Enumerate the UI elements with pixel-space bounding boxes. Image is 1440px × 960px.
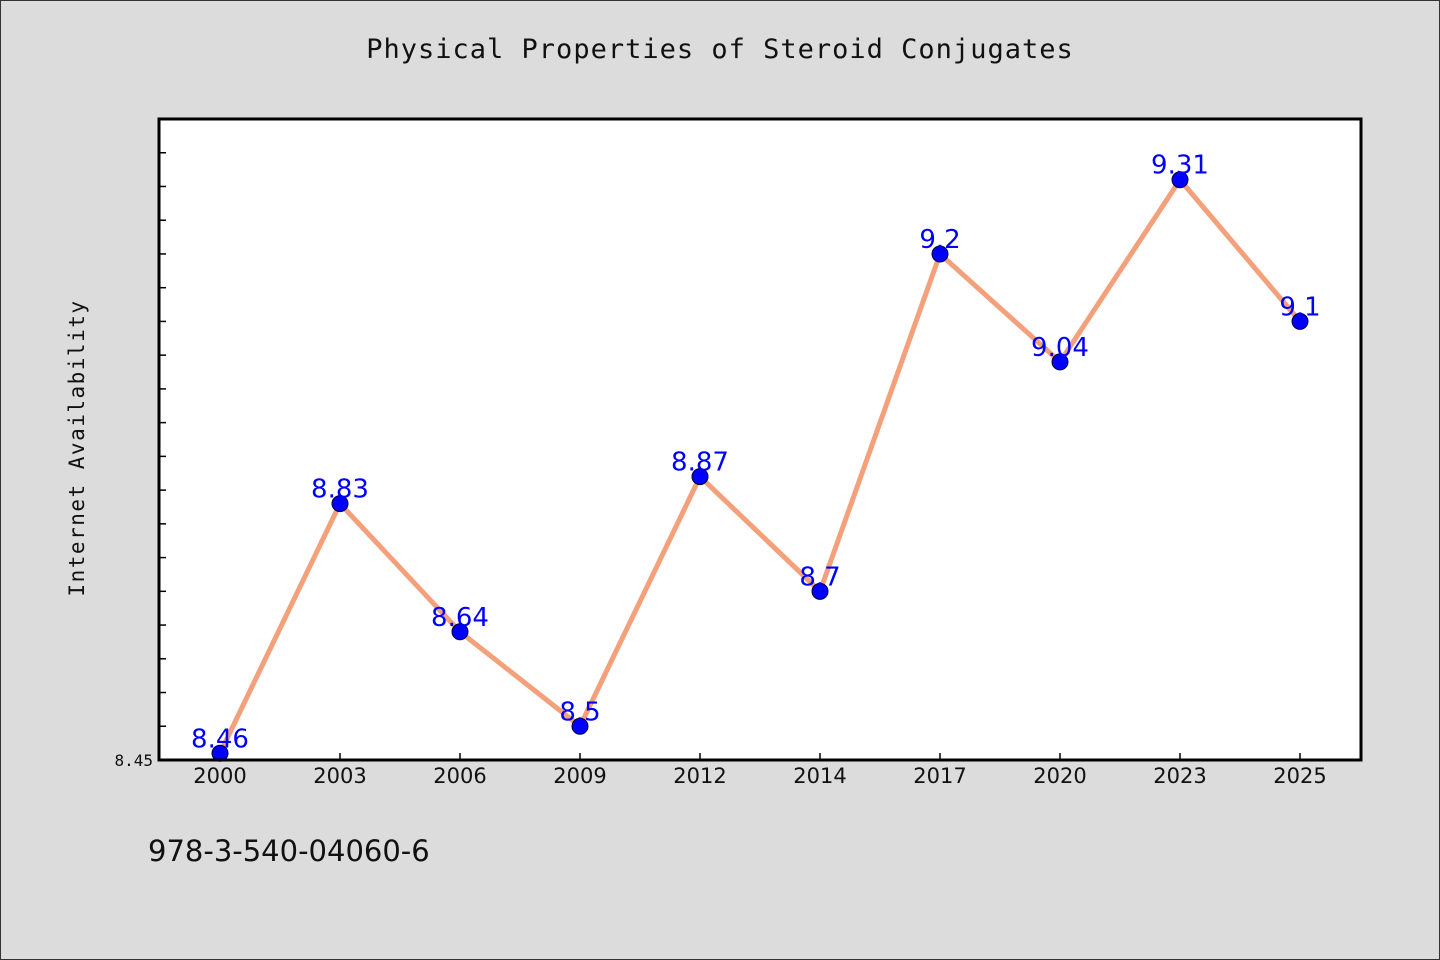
x-tick-label: 2009 (553, 764, 606, 788)
data-point (451, 623, 469, 641)
x-tick-label: 2023 (1153, 764, 1206, 788)
x-tick-label: 2014 (793, 764, 846, 788)
x-tick-label: 2020 (1033, 764, 1086, 788)
data-point (811, 582, 829, 600)
data-point (331, 495, 349, 513)
plot-border (157, 117, 1363, 762)
data-point (691, 468, 709, 486)
series-markers (211, 171, 1309, 762)
x-tick-label: 2003 (313, 764, 366, 788)
data-label: 8.87 (671, 448, 729, 478)
data-point (571, 717, 589, 735)
data-label: 9.04 (1031, 333, 1089, 363)
data-label: 8.5 (559, 697, 600, 727)
data-label: 8.7 (799, 562, 840, 592)
x-tick-label: 2017 (913, 764, 966, 788)
data-label: 8.83 (311, 475, 369, 505)
x-tick-label: 2006 (433, 764, 486, 788)
data-label: 9.1 (1279, 292, 1320, 322)
data-label: 8.46 (191, 724, 249, 754)
data-label: 8.64 (431, 603, 489, 633)
x-tick-label: 2012 (673, 764, 726, 788)
x-tick-labels: 2000 2003 2006 2009 2012 2014 2017 2020 2023 2025 (193, 764, 1326, 788)
x-tick-label: 2000 (193, 764, 246, 788)
x-tick-label: 2025 (1273, 764, 1326, 788)
plot-area (159, 119, 1361, 760)
y-tick-labels: 8.45 (114, 751, 153, 770)
data-point (931, 245, 949, 263)
data-label: 9.2 (919, 225, 960, 255)
data-point (1291, 312, 1309, 330)
series-line (217, 177, 1303, 756)
isbn-text: 978-3-540-04060-6 (148, 834, 430, 868)
chart-title: Physical Properties of Steroid Conjugate… (366, 34, 1074, 65)
data-labels: 8.46 8.83 8.64 8.5 8.87 8.7 9.2 9.04 9.31 9.1 (191, 151, 1321, 755)
data-point (1171, 171, 1189, 189)
data-point (1051, 353, 1069, 371)
y-tick-label: 8.45 (114, 751, 153, 770)
data-label: 9.31 (1151, 151, 1209, 181)
